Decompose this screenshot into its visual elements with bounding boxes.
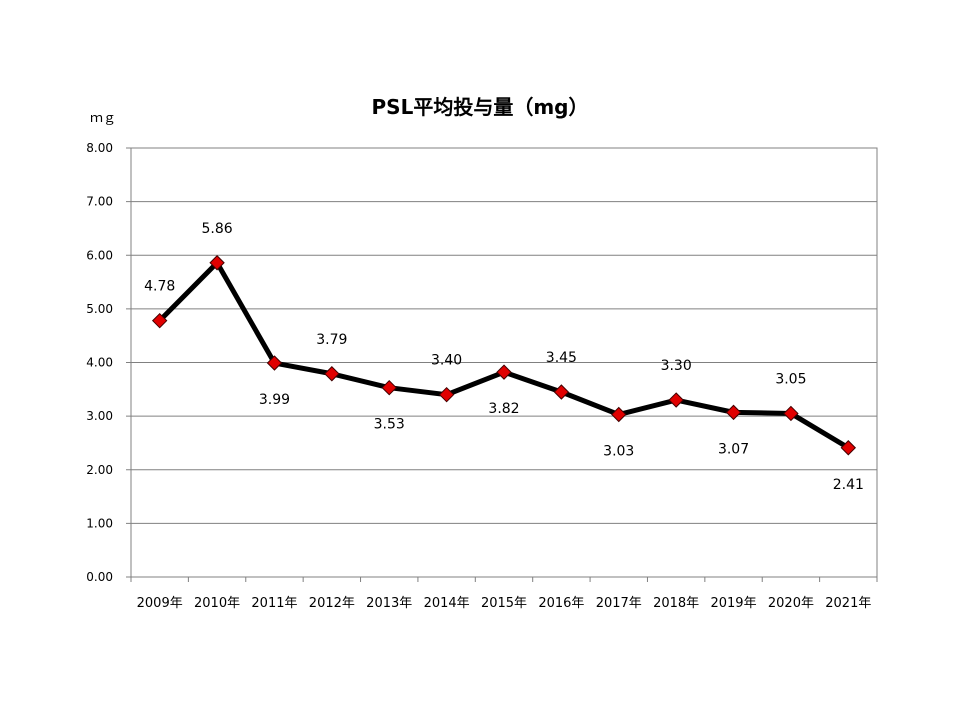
data-point-2017年 — [611, 406, 627, 423]
data-label: 5.86 — [201, 221, 232, 237]
x-tick-label: 2009年 — [137, 596, 183, 611]
y-tick-label: 7.00 — [86, 195, 113, 209]
y-tick-label: 2.00 — [86, 463, 113, 477]
x-tick-label: 2016年 — [538, 596, 584, 611]
y-tick-label: 6.00 — [86, 248, 113, 262]
x-tick-label: 2010年 — [194, 596, 240, 611]
data-point-2021年 — [840, 440, 857, 456]
x-tick-label: 2018年 — [653, 596, 699, 611]
data-label: 3.99 — [259, 392, 290, 408]
data-point-2014年 — [438, 386, 455, 403]
data-label: 3.82 — [488, 401, 519, 417]
x-tick-label: 2020年 — [768, 596, 814, 611]
gridlines — [131, 201, 877, 524]
y-tick-label: 8.00 — [86, 141, 113, 155]
y-tick-label: 3.00 — [86, 409, 113, 423]
data-label: 3.03 — [603, 444, 634, 460]
data-point-2018年 — [668, 392, 684, 408]
y-tick-label: 1.00 — [86, 516, 113, 530]
data-label: 3.05 — [775, 371, 806, 387]
x-tick-label: 2017年 — [596, 596, 642, 611]
x-tick-label: 2013年 — [366, 596, 412, 611]
y-tick-label: 5.00 — [86, 302, 113, 316]
y-tick-label: 4.00 — [86, 356, 113, 370]
data-label: 3.79 — [316, 332, 347, 348]
data-point-2013年 — [381, 379, 397, 396]
data-label: 3.45 — [546, 350, 577, 366]
y-axis-ticks: 0.00 1.00 2.00 3.00 4.00 5.00 6.00 7.00 8.00 — [86, 141, 131, 584]
data-label: 3.07 — [718, 441, 749, 457]
y-axis-unit: ｍｇ — [90, 111, 116, 126]
data-label: 4.78 — [144, 279, 175, 295]
series-markers — [151, 255, 857, 456]
data-point-2020年 — [783, 405, 799, 422]
data-point-2015年 — [496, 364, 512, 380]
data-point-2010年 — [209, 255, 225, 271]
data-label: 3.53 — [374, 417, 405, 433]
x-tick-label: 2011年 — [251, 596, 297, 611]
x-axis-ticks: 2009年 2010年 2011年 2012年 2013年 2014年 2015年 2016年… — [130, 577, 878, 611]
data-point-2012年 — [324, 366, 340, 382]
x-tick-label: 2012年 — [309, 596, 355, 611]
data-point-2011年 — [266, 355, 283, 371]
x-tick-label: 2015年 — [481, 596, 527, 611]
data-point-2016年 — [553, 384, 570, 400]
x-tick-label: 2019年 — [710, 596, 756, 611]
x-tick-label: 2021年 — [825, 596, 871, 611]
data-point-2019年 — [725, 404, 742, 421]
data-label: 3.30 — [661, 358, 692, 374]
data-label: 3.40 — [431, 353, 462, 369]
data-labels: 4.78 5.86 3.99 3.79 3.53 3.40 3.82 3.45 3.03 3.30… — [144, 221, 864, 493]
chart-title: PSL平均投与量（mg） — [372, 95, 589, 119]
y-tick-label: 0.00 — [86, 570, 113, 584]
data-point-2009年 — [151, 312, 168, 329]
data-label: 2.41 — [833, 477, 864, 493]
x-tick-label: 2014年 — [424, 596, 470, 611]
